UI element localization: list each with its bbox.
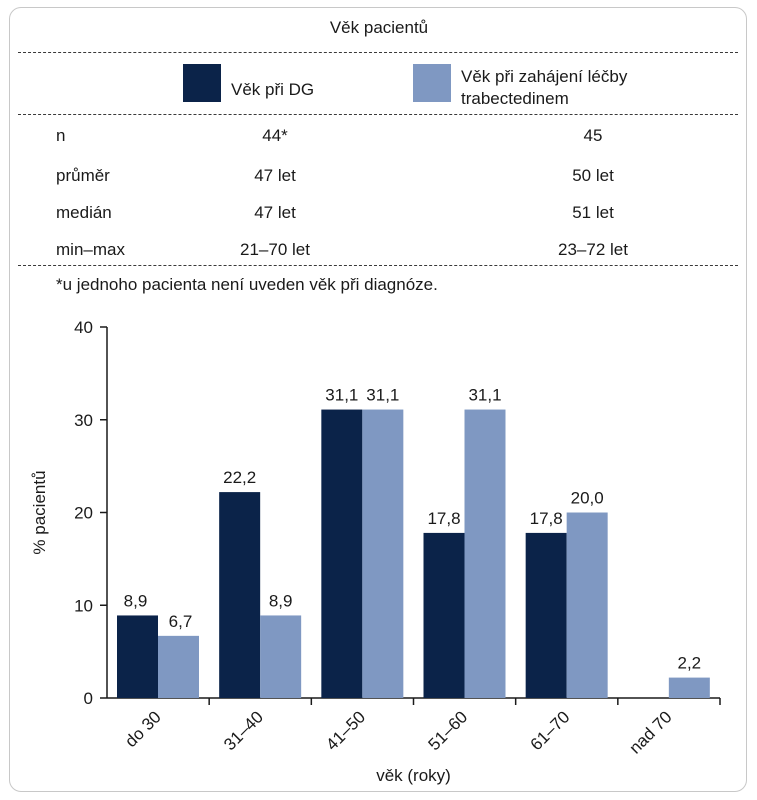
- x-tick-label: 31–40: [220, 707, 267, 754]
- data-label: 8,9: [124, 591, 148, 610]
- data-label: 22,2: [223, 468, 256, 487]
- y-tick-label: 30: [74, 411, 93, 430]
- cell-minmax-dg: 21–70 let: [240, 240, 310, 259]
- cell-n-dg: 44*: [262, 126, 288, 145]
- data-label: 17,8: [427, 509, 460, 528]
- x-tick-label: do 30: [121, 707, 165, 751]
- bar-dg: [219, 492, 261, 698]
- legend-label-dg: Věk při DG: [231, 80, 315, 99]
- row-label-mean: průměr: [56, 166, 110, 185]
- bar-trab: [464, 409, 506, 698]
- bar-dg: [423, 532, 465, 698]
- bar-dg: [525, 532, 567, 698]
- cell-median-dg: 47 let: [254, 203, 296, 222]
- x-tick-label: 51–60: [424, 707, 471, 754]
- data-label: 20,0: [571, 489, 604, 508]
- cell-minmax-trab: 23–72 let: [558, 240, 628, 259]
- data-label: 31,1: [366, 386, 399, 405]
- divider-top: [18, 52, 738, 53]
- row-label-minmax: min–max: [56, 240, 125, 259]
- bar-trab: [362, 409, 404, 698]
- bar-trab: [260, 615, 302, 698]
- row-label-n: n: [56, 126, 66, 145]
- data-label: 6,7: [169, 612, 193, 631]
- y-tick-label: 20: [74, 504, 93, 523]
- divider-bottom: [18, 265, 738, 266]
- x-tick-label: nad 70: [625, 707, 675, 757]
- x-axis-label: věk (roky): [376, 766, 451, 785]
- cell-n-trab: 45: [583, 126, 603, 145]
- bar-trab: [566, 512, 608, 698]
- row-label-median: medián: [56, 203, 112, 222]
- bar-trab: [158, 635, 199, 698]
- data-label: 31,1: [468, 386, 501, 405]
- legend-swatch-dg: [183, 64, 221, 102]
- legend-label-trab-line2: trabectedinem: [461, 89, 569, 108]
- cell-median-trab: 51 let: [572, 203, 614, 222]
- data-label: 8,9: [269, 591, 293, 610]
- y-tick-label: 0: [84, 689, 93, 708]
- y-axis-label: % pacientů: [30, 470, 49, 554]
- footnote: *u jednoho pacienta není uveden věk při …: [56, 275, 438, 294]
- table-title: Věk pacientů: [329, 18, 429, 37]
- data-label: 17,8: [530, 509, 563, 528]
- legend-label-trab-line1: Věk při zahájení léčby: [461, 67, 628, 86]
- cell-mean-trab: 50 let: [572, 166, 614, 185]
- y-tick-label: 10: [74, 596, 93, 615]
- x-tick-label: 41–50: [322, 707, 369, 754]
- cell-mean-dg: 47 let: [254, 166, 296, 185]
- data-label: 31,1: [325, 386, 358, 405]
- bar-dg: [117, 615, 158, 698]
- divider-header: [18, 114, 738, 115]
- data-label: 2,2: [678, 654, 702, 673]
- bar-trab: [668, 677, 710, 698]
- legend-swatch-trab: [413, 64, 451, 102]
- bar-dg: [321, 409, 363, 698]
- x-tick-label: 61–70: [527, 707, 574, 754]
- y-tick-label: 40: [74, 318, 93, 337]
